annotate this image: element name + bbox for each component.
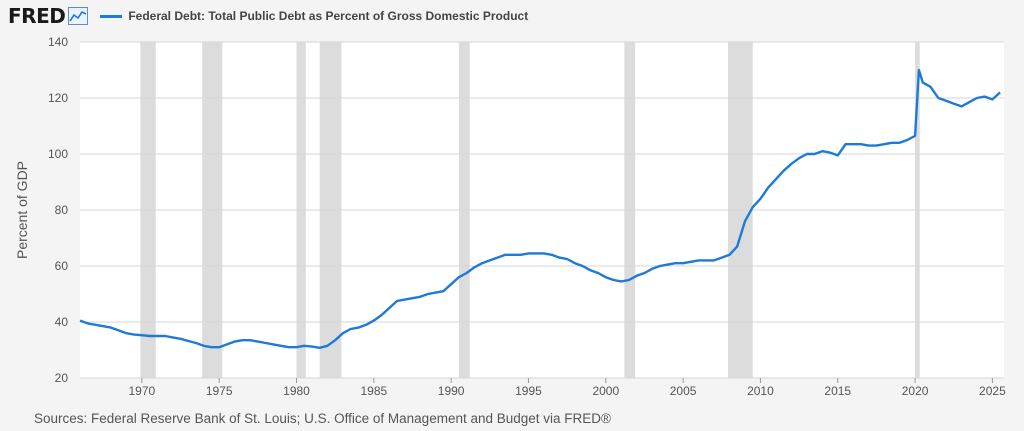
legend-label: Federal Debt: Total Public Debt as Perce… [128, 9, 529, 23]
x-tick-label: 2010 [747, 384, 774, 398]
source-note: Sources: Federal Reserve Bank of St. Lou… [34, 411, 611, 426]
x-tick-label: 1985 [360, 384, 387, 398]
y-axis: 20 40 60 80 100 120 140 [48, 35, 68, 385]
y-axis-label: Percent of GDP [14, 161, 30, 259]
data-point[interactable] [771, 174, 781, 184]
gridlines [80, 41, 1004, 379]
legend-swatch [100, 14, 123, 18]
data-point[interactable] [740, 216, 750, 226]
x-tick-label: 2025 [979, 384, 1006, 398]
y-tick-label: 20 [55, 371, 69, 385]
x-tick-label: 2000 [592, 384, 619, 398]
data-point[interactable] [725, 250, 735, 260]
series-line [79, 68, 1001, 349]
x-tick-label: 2020 [902, 384, 929, 398]
x-tick-label: 1990 [438, 384, 465, 398]
y-tick-label: 60 [55, 259, 69, 273]
chart-header: FRED Federal Debt: Total Public Debt as … [8, 4, 528, 28]
x-tick-label: 1995 [515, 384, 542, 398]
data-point[interactable] [995, 87, 1005, 97]
data-point[interactable] [446, 279, 456, 289]
x-axis: 1970 1975 1980 1985 1990 1995 2000 2005 2010 2015… [129, 378, 1006, 398]
x-tick-label: 2005 [670, 384, 697, 398]
data-point[interactable] [377, 310, 387, 320]
x-tick-label: 2015 [824, 384, 851, 398]
data-point[interactable] [926, 82, 936, 92]
data-point[interactable] [914, 65, 924, 75]
data-point[interactable] [833, 150, 843, 160]
data-point[interactable] [384, 303, 394, 313]
x-tick-label: 1980 [283, 384, 310, 398]
data-point[interactable] [748, 202, 758, 212]
data-point[interactable] [438, 286, 448, 296]
fred-logo[interactable]: FRED [8, 4, 66, 28]
series-layer [79, 65, 1005, 349]
y-tick-label: 40 [55, 315, 69, 329]
data-point[interactable] [910, 131, 920, 141]
data-point[interactable] [987, 94, 997, 104]
line-graph-icon [68, 7, 89, 25]
data-point[interactable] [755, 194, 765, 204]
y-tick-label: 140 [48, 35, 68, 49]
y-tick-label: 80 [55, 203, 69, 217]
data-point[interactable] [763, 183, 773, 193]
x-tick-label: 1975 [206, 384, 233, 398]
x-tick-label: 1970 [129, 384, 156, 398]
legend: Federal Debt: Total Public Debt as Perce… [100, 9, 528, 23]
y-tick-label: 100 [48, 147, 68, 161]
y-tick-label: 120 [48, 91, 68, 105]
data-point[interactable] [779, 166, 789, 176]
data-point[interactable] [732, 241, 742, 251]
data-point[interactable] [330, 335, 340, 345]
